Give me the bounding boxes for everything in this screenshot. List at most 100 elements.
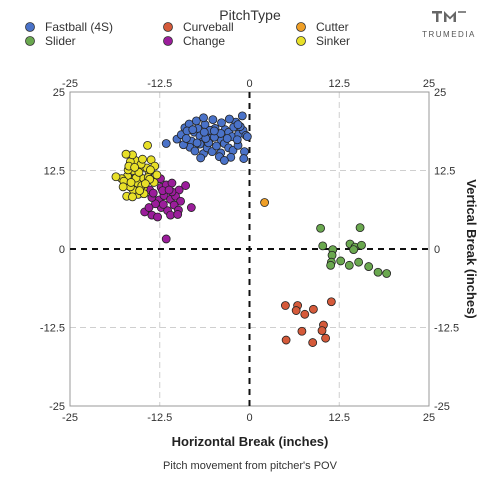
- series-sinker: [111, 140, 162, 202]
- legend: Fastball (4S) Curveball Cutter Slider Change…: [25, 20, 350, 48]
- data-point-fastball-4s: [232, 135, 242, 145]
- data-point-fastball-4s: [217, 118, 226, 128]
- data-point-curveball: [317, 326, 327, 336]
- data-point-fastball-4s: [190, 146, 200, 156]
- legend-label-fastball-4s: Fastball (4S): [45, 20, 113, 34]
- data-point-sinker: [146, 165, 155, 175]
- x-tick-label-bottom: -25: [62, 412, 78, 424]
- data-point-change: [181, 181, 190, 190]
- series-cutter: [260, 198, 269, 207]
- x-tick-label-bottom: 12.5: [329, 412, 350, 424]
- data-point-sinker: [128, 192, 137, 202]
- data-point-change: [161, 234, 171, 244]
- data-point-curveball: [326, 297, 336, 307]
- data-point-fastball-4s: [212, 141, 221, 151]
- data-point-curveball: [300, 309, 310, 319]
- data-point-slider: [354, 257, 364, 267]
- chart-caption: Pitch movement from pitcher's POV: [163, 460, 338, 472]
- y-tick-label-left: -12.5: [40, 323, 65, 335]
- data-point-sinker: [130, 162, 140, 172]
- data-point-curveball: [281, 335, 291, 345]
- data-point-fastball-4s: [233, 120, 243, 130]
- data-point-slider: [318, 241, 328, 251]
- data-point-change: [148, 188, 158, 198]
- data-point-change: [176, 196, 185, 206]
- data-point-curveball: [297, 326, 307, 336]
- legend-marker-sinker: [296, 36, 306, 46]
- data-point-sinker: [135, 186, 145, 195]
- trumedia-logo: TRUMEDIA: [422, 11, 476, 39]
- legend-label-cutter: Cutter: [316, 20, 349, 34]
- data-point-fastball-4s: [239, 154, 249, 163]
- legend-label-slider: Slider: [45, 34, 76, 48]
- data-point-slider: [355, 223, 365, 233]
- series-slider: [316, 223, 392, 278]
- data-point-fastball-4s: [208, 115, 218, 125]
- data-point-cutter: [260, 198, 269, 207]
- data-point-curveball: [321, 333, 331, 343]
- x-tick-label-top: 25: [423, 78, 435, 90]
- legend-title: PitchType: [219, 7, 281, 23]
- data-point-fastball-4s: [199, 113, 208, 123]
- data-point-fastball-4s: [161, 139, 171, 148]
- x-axis-title: Horizontal Break (inches): [172, 434, 329, 449]
- data-point-curveball: [280, 301, 290, 310]
- y-tick-label-right: 0: [434, 244, 440, 256]
- legend-item-cutter: Cutter: [296, 20, 349, 34]
- logo-mark-m: [444, 11, 456, 22]
- legend-marker-cutter: [296, 22, 306, 32]
- data-point-fastball-4s: [196, 153, 206, 163]
- data-point-fastball-4s: [192, 138, 202, 148]
- data-point-fastball-4s: [237, 111, 247, 121]
- series-fastball-4s: [161, 111, 252, 165]
- brand-name: TRUMEDIA: [422, 30, 476, 39]
- data-point-sinker: [143, 140, 152, 150]
- data-point-slider: [373, 267, 383, 277]
- x-tick-label-top: 12.5: [329, 78, 350, 90]
- legend-marker-curveball: [163, 22, 173, 32]
- data-point-change: [173, 210, 183, 219]
- legend-label-change: Change: [183, 34, 225, 48]
- data-point-slider: [336, 256, 346, 266]
- data-point-slider: [364, 262, 374, 271]
- legend-marker-slider: [25, 36, 35, 46]
- legend-label-curveball: Curveball: [183, 20, 234, 34]
- data-point-change: [186, 203, 196, 212]
- logo-mark-stem: [436, 11, 439, 22]
- y-tick-label-right: -25: [434, 401, 450, 413]
- x-tick-label-bottom: 25: [423, 412, 435, 424]
- data-point-fastball-4s: [222, 134, 232, 143]
- data-point-change: [144, 203, 154, 212]
- data-point-sinker: [121, 149, 131, 159]
- data-point-slider: [344, 260, 354, 270]
- legend-item-fastball-4s: Fastball (4S): [25, 20, 113, 34]
- y-tick-label-right: -12.5: [434, 323, 459, 335]
- series-curveball: [280, 297, 336, 347]
- data-point-slider: [382, 269, 392, 278]
- y-tick-label-right: 12.5: [434, 166, 455, 178]
- legend-marker-change: [163, 36, 173, 46]
- y-tick-label-left: 0: [59, 244, 65, 256]
- data-point-fastball-4s: [188, 125, 198, 135]
- y-tick-label-right: 25: [434, 87, 446, 99]
- data-point-curveball: [308, 338, 318, 347]
- legend-item-slider: Slider: [25, 34, 76, 48]
- data-point-change: [153, 212, 162, 222]
- y-tick-label-left: -25: [49, 401, 65, 413]
- data-point-curveball: [309, 304, 318, 314]
- y-axis-title: Vertical Break (inches): [464, 179, 479, 318]
- x-tick-label-bottom: -12.5: [147, 412, 172, 424]
- data-point-fastball-4s: [199, 127, 209, 137]
- data-point-fastball-4s: [224, 114, 234, 124]
- x-tick-label-bottom: 0: [246, 412, 252, 424]
- data-point-fastball-4s: [209, 126, 219, 136]
- data-point-sinker: [138, 154, 147, 164]
- data-point-change: [166, 210, 175, 220]
- series-change: [138, 174, 196, 244]
- data-point-fastball-4s: [181, 134, 191, 143]
- data-point-fastball-4s: [242, 132, 252, 141]
- logo-mark-line: [458, 11, 466, 13]
- data-point-sinker: [111, 172, 121, 182]
- data-point-fastball-4s: [219, 156, 229, 165]
